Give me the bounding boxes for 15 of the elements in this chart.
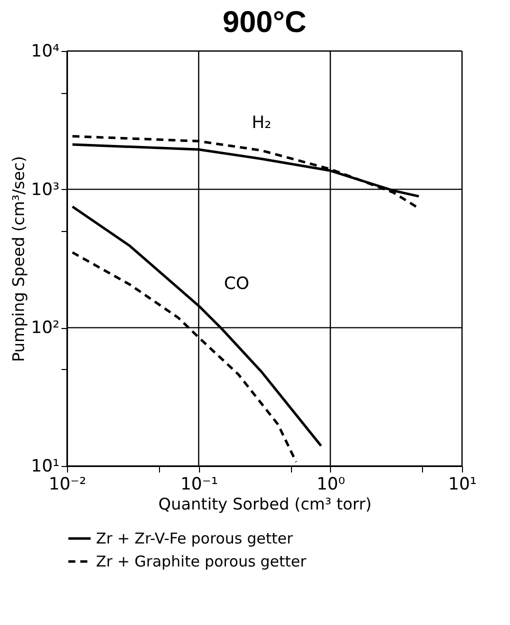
y-tick-label: 10⁴ [31,42,60,62]
legend-label: Zr + Zr-V-Fe porous getter [96,530,294,548]
x-axis-title: Quantity Sorbed (cm³ torr) [158,494,372,514]
x-tick-label: 10⁻¹ [180,474,218,494]
x-tick-label: 10⁻² [48,474,86,494]
y-tick-label: 10² [31,318,60,338]
x-tick-label: 10¹ [448,474,477,494]
y-tick-label: 10¹ [31,456,60,476]
y-axis-title: Pumping Speed (cm³/sec) [9,156,28,362]
y-tick-label: 10³ [31,180,60,200]
legend-label: Zr + Graphite porous getter [96,552,308,570]
x-tick-label: 10⁰ [316,474,346,494]
annotation: CO [224,274,250,294]
chart-title: 900°C [222,6,306,39]
annotation: H₂ [252,112,272,133]
